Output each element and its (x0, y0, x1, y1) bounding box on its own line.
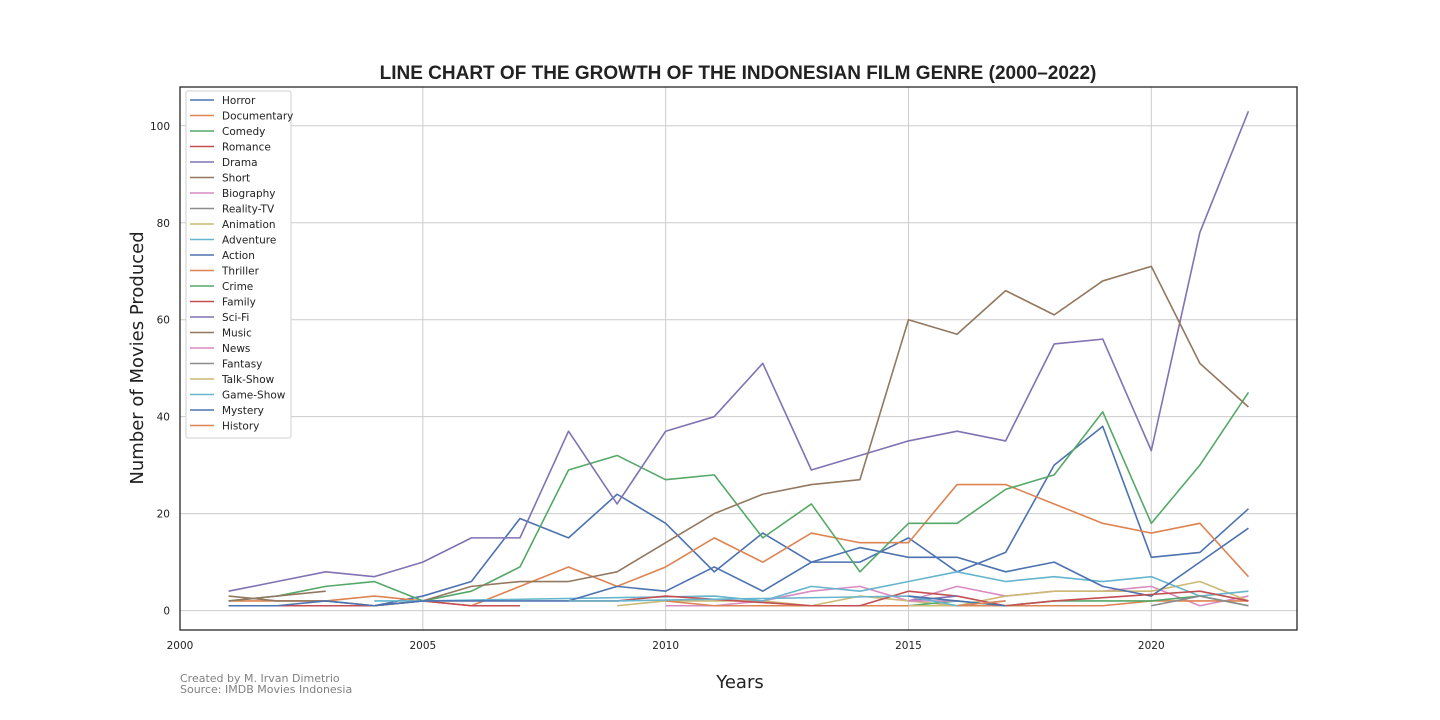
chart-title: LINE CHART OF THE GROWTH OF THE INDONESI… (380, 63, 1097, 84)
legend-label: Animation (222, 219, 276, 231)
y-tick-label: 60 (157, 315, 170, 327)
y-tick-label: 80 (157, 218, 170, 230)
legend-label: Adventure (222, 235, 276, 247)
tick-labels: 2000 2005 2010 2015 2020 0 20 40 60 80 100 (150, 121, 1165, 652)
series-line-action (228, 527, 1249, 607)
legend-label: Action (222, 250, 255, 262)
x-tick-label: 2015 (895, 640, 922, 652)
series-line-comedy (228, 391, 1250, 602)
legend-label: Drama (222, 157, 258, 169)
series-lines (228, 110, 1250, 607)
legend-label: Reality-TV (222, 204, 275, 216)
legend-label: History (222, 421, 259, 433)
series-line-documentary (228, 483, 1250, 607)
legend-label: Fantasy (222, 359, 262, 371)
series-line-short (228, 265, 1249, 607)
x-tick-label: 2020 (1138, 640, 1165, 652)
series-line-music (228, 590, 326, 602)
series-line-adventure (374, 571, 1249, 602)
series-line-history (956, 600, 1006, 607)
series-line-family (568, 590, 1249, 607)
legend-label: Thriller (221, 266, 260, 278)
legend-label: Sci-Fi (222, 312, 249, 324)
series-line-thriller (665, 600, 1249, 607)
legend-label: Documentary (222, 111, 293, 123)
x-axis-label: Years (715, 672, 764, 693)
credit-author: Created by M. Irvan Dimetrio (180, 672, 340, 685)
legend-label: Comedy (222, 126, 265, 138)
legend-label: Family (222, 297, 256, 309)
legend: Horror Documentary Comedy Romance Drama Short… (185, 90, 293, 439)
legend-label: Talk-Show (221, 374, 275, 386)
legend-label: Short (222, 173, 250, 185)
legend-label: Horror (222, 95, 256, 107)
legend-label: Music (222, 328, 252, 340)
y-tick-label: 20 (157, 509, 170, 521)
x-tick-label: 2005 (409, 640, 436, 652)
y-tick-label: 0 (163, 606, 170, 618)
legend-label: Game-Show (222, 390, 286, 402)
legend-label: Mystery (222, 405, 264, 417)
series-line-drama (228, 110, 1250, 592)
grid-lines (180, 87, 1297, 630)
legend-label: Crime (222, 281, 253, 293)
credit-source: Source: IMDB Movies Indonesia (180, 683, 352, 696)
x-tick-label: 2010 (652, 640, 679, 652)
y-tick-label: 100 (150, 121, 170, 133)
plot-frame (179, 86, 1298, 631)
legend-label: Biography (222, 188, 276, 200)
y-axis-label: Number of Movies Produced (127, 231, 148, 484)
y-tick-label: 40 (157, 412, 170, 424)
legend-label: News (222, 343, 250, 355)
series-line-fantasy (1151, 595, 1249, 607)
x-tick-label: 2000 (167, 640, 194, 652)
legend-label: Romance (222, 142, 271, 154)
series-line-mystery (908, 595, 1006, 607)
